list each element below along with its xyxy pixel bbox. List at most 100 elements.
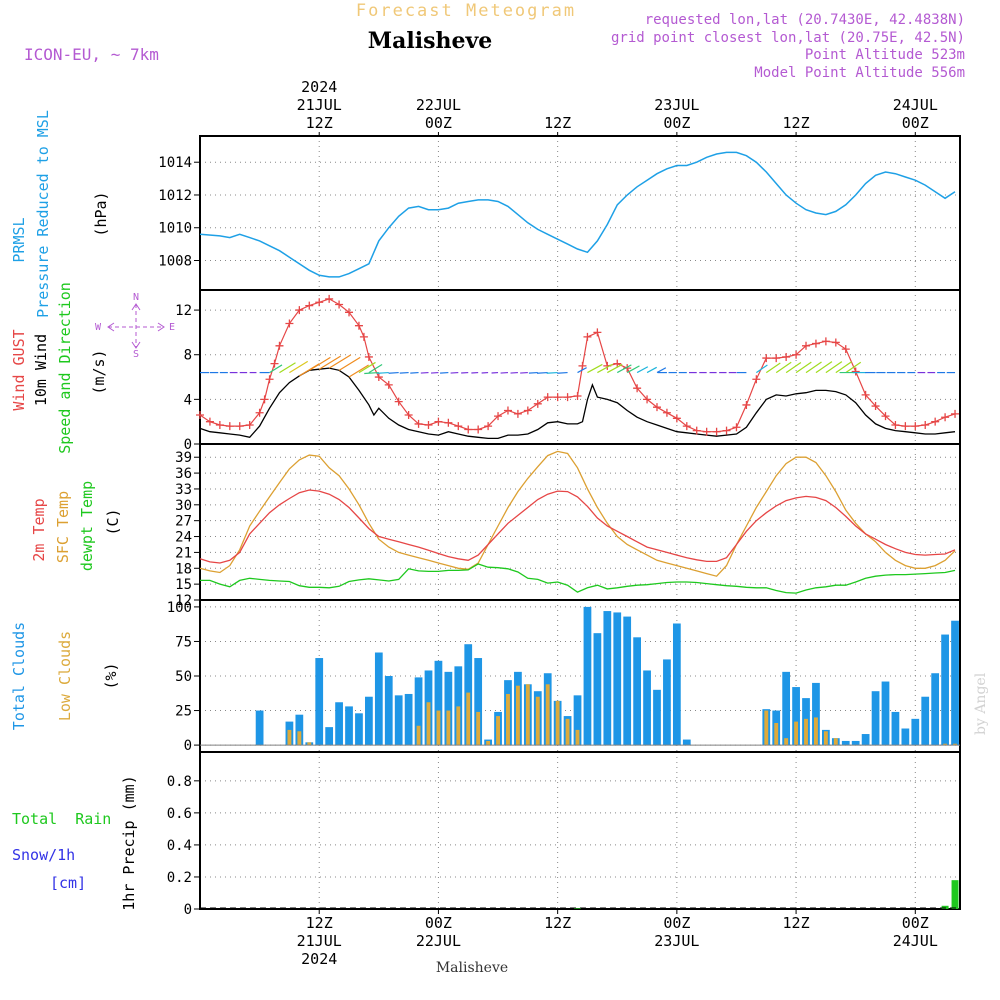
total-cloud-bar bbox=[593, 633, 602, 746]
ytick-label-temperature-7: 33 bbox=[175, 482, 192, 498]
gust-marker bbox=[444, 418, 453, 427]
total-cloud-bar bbox=[792, 687, 800, 746]
gust-marker bbox=[454, 422, 463, 431]
ytick-label-wind-2: 8 bbox=[184, 348, 192, 364]
gust-marker bbox=[921, 421, 930, 430]
compass-w: W bbox=[95, 322, 102, 333]
gust-marker bbox=[752, 375, 761, 384]
gust-marker bbox=[315, 298, 324, 307]
gust-marker bbox=[742, 400, 751, 409]
total-cloud-bar bbox=[663, 659, 671, 746]
ytick-label-precip-2: 0.4 bbox=[167, 838, 192, 854]
gust-marker bbox=[573, 392, 582, 401]
gust-marker bbox=[225, 422, 234, 431]
gust-marker bbox=[722, 426, 731, 435]
snow-unit-label: [cm] bbox=[50, 874, 86, 892]
top-time-label-0-0: 2024 bbox=[301, 78, 337, 96]
low-cloud-bar bbox=[555, 700, 560, 746]
total-cloud-bar bbox=[414, 677, 423, 746]
total-cloud-bar bbox=[851, 740, 860, 746]
top-time-label-0-2: 12Z bbox=[306, 114, 333, 132]
sfc-temp-label: SFC Temp bbox=[54, 491, 72, 563]
gust-marker bbox=[235, 422, 244, 431]
total-cloud-bar bbox=[911, 718, 920, 746]
gust-marker bbox=[394, 397, 403, 406]
gust-marker bbox=[692, 426, 701, 435]
total-cloud-bar bbox=[623, 616, 632, 746]
wind-arrow bbox=[410, 371, 419, 374]
ytick-label-temperature-0: 12 bbox=[175, 593, 192, 609]
compass-e: E bbox=[169, 322, 175, 333]
low-cloud-bar bbox=[287, 729, 292, 746]
bottom-time-label-3-1: 23JUL bbox=[654, 932, 699, 950]
wind-arrow bbox=[636, 366, 649, 374]
model-label: ICON-EU, ~ 7km bbox=[24, 45, 159, 64]
total-cloud-bar bbox=[871, 691, 880, 746]
total-cloud-bar bbox=[951, 620, 959, 746]
low-cloud-bar bbox=[535, 696, 540, 746]
wind-arrow bbox=[328, 354, 352, 369]
panel-pressure: 1008 1010 1012 1014 bbox=[158, 135, 961, 291]
gust-marker bbox=[364, 352, 373, 361]
wind-arrow bbox=[399, 371, 409, 374]
low-cloud-bar bbox=[446, 710, 451, 746]
gust-marker bbox=[901, 422, 910, 431]
gust-marker bbox=[553, 393, 562, 402]
total-cloud-bar bbox=[444, 671, 453, 746]
wind-arrow bbox=[765, 362, 781, 374]
pressure-line bbox=[199, 151, 956, 278]
low-cloud-bar bbox=[486, 740, 491, 746]
dewpt-line bbox=[200, 563, 956, 594]
gust-marker bbox=[464, 425, 473, 434]
ytick-label-wind-0: 0 bbox=[184, 437, 192, 453]
wind-arrow bbox=[587, 363, 603, 374]
gust-marker bbox=[414, 419, 423, 428]
wind-direction-arrows bbox=[200, 354, 956, 378]
gust-marker bbox=[931, 417, 940, 426]
gust-line bbox=[199, 298, 956, 433]
panel-wind: 0 4 8 12 bbox=[175, 289, 961, 453]
pressure-unit: (hPa) bbox=[92, 191, 110, 236]
gust-marker bbox=[871, 402, 880, 411]
gust-marker bbox=[285, 319, 294, 328]
total-cloud-bar bbox=[891, 711, 900, 746]
gust-marker bbox=[593, 328, 602, 337]
gust-marker bbox=[613, 359, 622, 368]
gust-marker bbox=[354, 321, 363, 330]
gust-marker bbox=[633, 384, 642, 393]
wind-arrow bbox=[368, 363, 383, 374]
bottom-time-label-0-0: 12Z bbox=[306, 914, 333, 932]
footer-location: Malisheve bbox=[436, 960, 508, 976]
ytick-label-pressure-1: 1010 bbox=[158, 221, 192, 237]
total-cloud-bar bbox=[672, 623, 681, 746]
gust-marker bbox=[335, 300, 344, 309]
ytick-label-precip-1: 0.2 bbox=[167, 870, 192, 886]
gust-marker bbox=[260, 395, 269, 404]
gust-marker bbox=[811, 339, 820, 348]
gust-marker bbox=[474, 425, 483, 434]
wind-arrow bbox=[348, 364, 369, 378]
gust-marker bbox=[205, 417, 214, 426]
total-cloud-bar bbox=[861, 734, 870, 746]
gust-marker bbox=[782, 352, 791, 361]
wind-arrow bbox=[528, 371, 538, 374]
temp-unit: (C) bbox=[104, 508, 122, 535]
clouds-unit: (%) bbox=[102, 662, 120, 689]
wind-arrow bbox=[546, 371, 558, 374]
ytick-label-clouds-2: 50 bbox=[175, 669, 192, 685]
ytick-label-clouds-0: 0 bbox=[184, 738, 192, 754]
ytick-label-wind-3: 12 bbox=[175, 303, 192, 319]
total-cloud-bar bbox=[682, 739, 691, 746]
top-time-label-5-0: 24JUL bbox=[893, 96, 938, 114]
wind-arrow bbox=[376, 371, 389, 374]
wind-arrow bbox=[364, 371, 379, 375]
wind-arrow bbox=[616, 364, 632, 374]
low-cloud-bar bbox=[804, 718, 808, 746]
wind-arrow bbox=[845, 361, 862, 374]
total-cloud-bar bbox=[931, 673, 940, 746]
low-cloud-bar bbox=[943, 743, 948, 746]
gust-marker bbox=[911, 422, 920, 431]
gust-marker bbox=[702, 427, 711, 436]
gust-marker bbox=[861, 390, 870, 399]
ytick-label-precip-0: 0 bbox=[184, 902, 192, 918]
